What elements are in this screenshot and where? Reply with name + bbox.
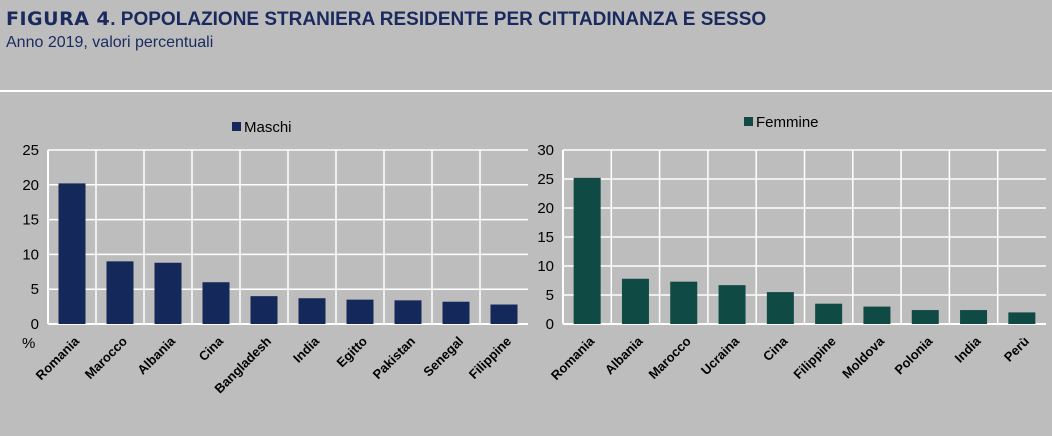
y-tick-label: 0 [31, 316, 39, 333]
y-axis-label: % [22, 335, 35, 352]
x-tick-label: India [290, 333, 323, 366]
legend-swatch [744, 117, 753, 126]
y-tick-label: 10 [537, 258, 554, 275]
bar [815, 303, 843, 324]
bar [621, 278, 649, 324]
x-tick-label: Egitto [333, 333, 370, 370]
y-tick-label: 20 [537, 200, 554, 217]
bar [863, 306, 891, 324]
x-tick-label: Filippine [790, 334, 838, 382]
x-tick-label: Perù [1001, 333, 1032, 364]
legend-swatch [232, 122, 241, 131]
bar [442, 301, 470, 324]
figure-label: FIGURA 4 [6, 8, 111, 30]
bar [490, 304, 518, 324]
y-tick-label: 5 [546, 287, 554, 304]
bar [154, 262, 182, 324]
x-tick-label: Moldova [839, 333, 887, 381]
x-tick-label: Pakistan [370, 333, 418, 381]
figure-subtitle: Anno 2019, valori percentuali [6, 34, 214, 51]
y-tick-label: 30 [537, 142, 554, 159]
y-tick-label: 0 [546, 316, 554, 333]
x-tick-label: Albania [134, 333, 178, 377]
x-tick-label: India [952, 333, 985, 366]
bar [573, 177, 601, 324]
y-tick-label: 5 [31, 281, 39, 298]
figure-title-text: . POPOLAZIONE STRANIERA RESIDENTE PER CI… [110, 9, 767, 30]
x-tick-label: Ucraina [698, 333, 743, 378]
bar [766, 292, 794, 324]
bar [202, 282, 230, 324]
y-tick-label: 10 [22, 246, 39, 263]
y-tick-label: 20 [22, 177, 39, 194]
bar [106, 261, 134, 324]
y-tick-label: 15 [22, 212, 39, 229]
x-tick-label: Romania [33, 333, 83, 383]
figure-header: FIGURA 4. POPOLAZIONE STRANIERA RESIDENT… [6, 8, 766, 52]
bar [1008, 312, 1036, 324]
bar [394, 300, 422, 324]
y-tick-label: 25 [537, 171, 554, 188]
header-divider [0, 90, 1052, 92]
x-tick-label: Cina [760, 333, 791, 364]
bar [250, 296, 278, 324]
x-tick-label: Cina [196, 333, 227, 364]
bar [911, 310, 939, 324]
x-tick-label: Marocco [82, 333, 130, 381]
bar [670, 281, 698, 324]
bar [718, 285, 746, 324]
x-tick-label: Polonia [892, 333, 936, 377]
y-tick-label: 15 [537, 229, 554, 246]
x-tick-label: Marocco [645, 333, 693, 381]
bar [58, 183, 86, 324]
bar [960, 310, 988, 324]
x-tick-label: Albania [602, 333, 646, 377]
x-tick-label: Senegal [420, 334, 466, 380]
x-tick-label: Filippine [466, 334, 514, 382]
x-tick-label: Romania [548, 333, 598, 383]
figure-title: FIGURA 4. POPOLAZIONE STRANIERA RESIDENT… [6, 8, 766, 31]
legend-label: Femmine [756, 114, 819, 131]
bar [346, 299, 374, 324]
legend-label: Maschi [244, 119, 292, 136]
y-tick-label: 25 [22, 142, 39, 159]
bar [298, 298, 326, 324]
